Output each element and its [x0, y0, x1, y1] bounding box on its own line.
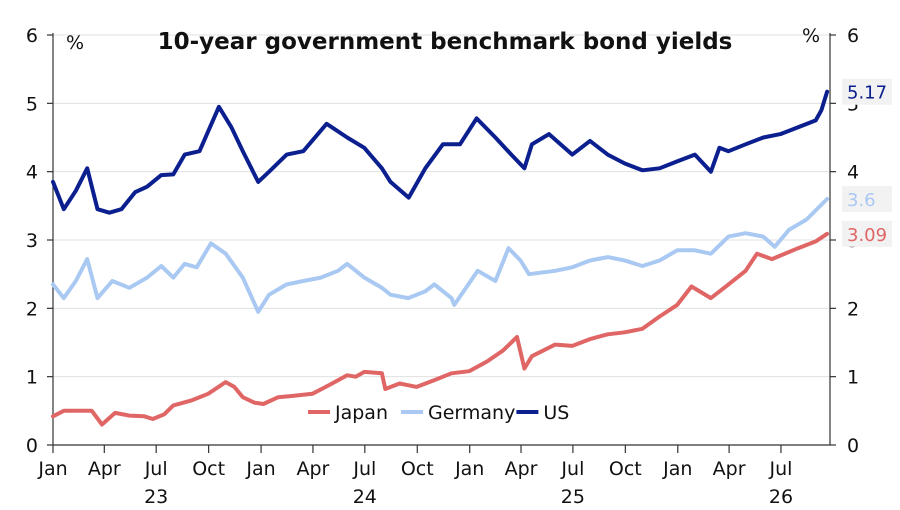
x-tick-label: Jul	[352, 458, 376, 480]
legend-label-japan: Japan	[334, 402, 388, 424]
y-tick-label-left: 1	[26, 367, 38, 389]
series-line-japan	[51, 231, 830, 427]
legend-label-us: US	[543, 402, 569, 424]
y-tick-label-left: 3	[26, 230, 38, 252]
left-unit-label: %	[66, 32, 84, 54]
x-tick-label: Jan	[662, 458, 692, 480]
y-tick-label-right: 1	[847, 367, 859, 389]
legend-label-germany: Germany	[428, 402, 515, 424]
end-label-germany: 3.6	[847, 190, 876, 211]
end-label-box-japan	[842, 220, 892, 247]
x-tick-label: Oct	[609, 458, 642, 480]
x-tick-label: Apr	[505, 458, 538, 480]
series-line-us	[51, 89, 830, 215]
end-labels: 3.09 3.6 5.17	[842, 78, 892, 247]
y-tick-label-left: 2	[26, 298, 38, 320]
end-label-box-us	[842, 78, 892, 105]
x-tick-label: Oct	[401, 458, 434, 480]
x-tick-label: Oct	[192, 458, 225, 480]
axes: 00112233445566JanAprJulOctJanAprJulOctJa…	[26, 25, 859, 508]
x-tick-label: Apr	[713, 458, 746, 480]
x-tick-label: Jul	[769, 458, 793, 480]
x-tick-label: Jan	[245, 458, 275, 480]
end-label-us: 5.17	[847, 83, 887, 104]
y-tick-label-left: 4	[26, 162, 38, 184]
y-tick-label-left: 6	[26, 25, 38, 47]
x-tick-label: Jul	[144, 458, 168, 480]
x-year-label: 23	[144, 486, 168, 508]
y-tick-label-left: 0	[26, 435, 38, 457]
x-tick-label: Apr	[297, 458, 330, 480]
gridlines	[53, 34, 830, 446]
y-tick-label-right: 0	[847, 435, 859, 457]
series-line-germany	[51, 197, 830, 314]
x-tick-label: Jan	[37, 458, 67, 480]
right-unit-label: %	[802, 25, 820, 47]
y-tick-label-right: 6	[847, 25, 859, 47]
end-label-box-germany	[842, 186, 892, 212]
x-year-label: 26	[769, 486, 793, 508]
end-label-japan: 3.09	[847, 225, 887, 246]
x-year-label: 24	[353, 486, 377, 508]
chart-title: 10-year government benchmark bond yields	[158, 29, 733, 55]
x-tick-label: Jan	[454, 458, 484, 480]
series-lines	[51, 89, 830, 427]
legend: Japan Germany US	[308, 402, 569, 424]
x-tick-label: Jul	[560, 458, 584, 480]
x-year-label: 25	[561, 486, 585, 508]
y-tick-label-left: 5	[26, 93, 38, 115]
x-tick-label: Apr	[88, 458, 121, 480]
y-tick-label-right: 2	[847, 298, 859, 320]
y-tick-label-right: 4	[847, 162, 859, 184]
